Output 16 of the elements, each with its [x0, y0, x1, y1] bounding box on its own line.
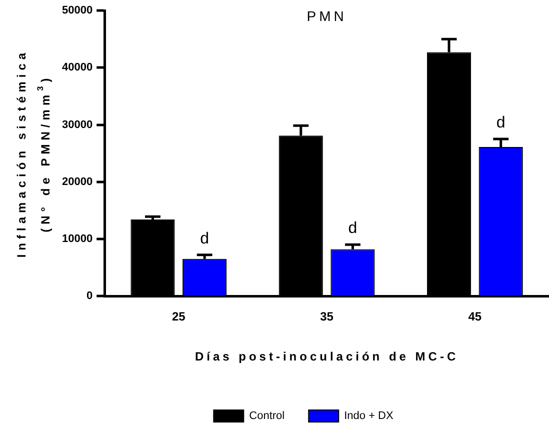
y-tick-label: 30000	[62, 118, 93, 131]
annotation: d	[200, 230, 210, 248]
annotation: d	[496, 114, 506, 132]
y-tick-label: 50000	[62, 4, 93, 17]
annotation: d	[348, 220, 358, 238]
chart-title: PMN	[306, 8, 347, 24]
legend-label: Indo + DX	[344, 410, 394, 422]
y-tick-label: 20000	[62, 176, 93, 188]
x-tick-label: 45	[468, 310, 482, 324]
y-tick-label: 40000	[62, 62, 93, 74]
x-axis-title: Días post-inoculación de MC-C	[194, 349, 459, 364]
y-tick-label: 10000	[62, 232, 93, 245]
x-tick-label: 35	[320, 310, 334, 324]
x-tick-label: 25	[172, 310, 186, 324]
y-tick-label: 0	[86, 290, 93, 302]
legend-label: Control	[249, 410, 285, 422]
